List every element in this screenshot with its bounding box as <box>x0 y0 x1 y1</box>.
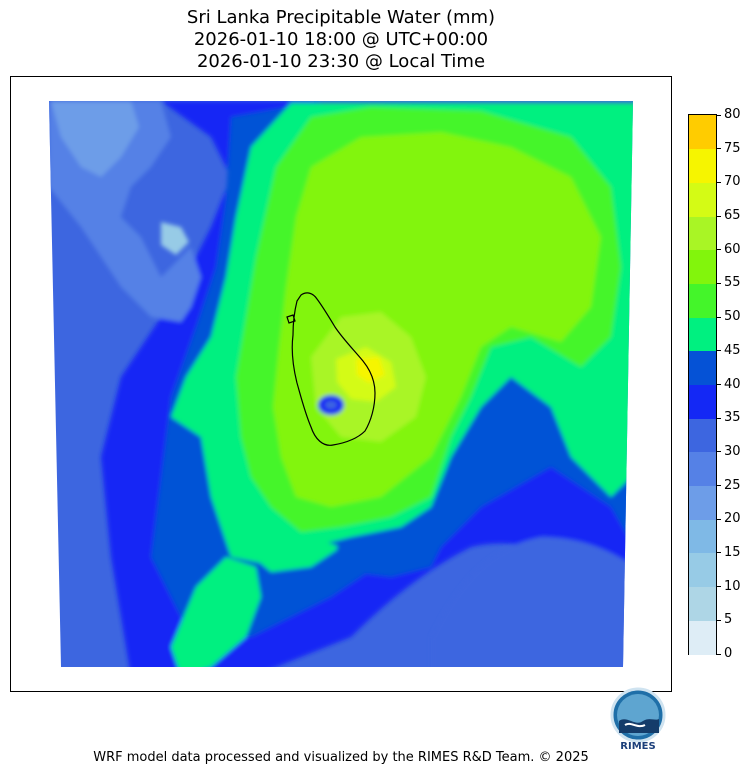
colorbar-tick-label: 45 <box>724 342 741 358</box>
map-frame: RIMES <box>10 76 672 752</box>
colorbar-segment <box>689 182 716 217</box>
colorbar-tick-label: 65 <box>724 208 741 224</box>
footer-credit: WRF model data processed and visualized … <box>93 750 589 765</box>
colorbar-tick <box>716 451 721 453</box>
colorbar-segment <box>689 485 716 520</box>
colorbar-segment <box>689 283 716 318</box>
colorbar-tick-label: 75 <box>724 140 741 156</box>
map-title-utc-time: 2026-01-10 18:00 @ UTC+00:00 <box>193 29 489 50</box>
pw-field-45-50-south <box>171 557 261 667</box>
colorbar-segment <box>689 249 716 284</box>
colorbar-tick-label: 35 <box>724 410 741 426</box>
colorbar-tick <box>716 316 721 318</box>
colorbar-segment <box>689 620 716 655</box>
colorbar-segment <box>689 384 716 419</box>
colorbar-tick-label: 60 <box>724 241 741 257</box>
colorbar-tick-label: 20 <box>724 511 741 527</box>
pw-field-20-25-india <box>51 101 139 177</box>
rimes-logo-text: RIMES <box>620 741 656 752</box>
colorbar-tick <box>716 619 721 621</box>
colorbar-tick <box>716 181 721 183</box>
colorbar-tick <box>716 148 721 150</box>
colorbar-segment <box>689 451 716 487</box>
colorbar-tick-label: 10 <box>724 578 741 594</box>
colorbar-segment <box>689 216 716 251</box>
colorbar-tick <box>716 653 721 655</box>
colorbar-segment <box>689 418 716 453</box>
colorbar <box>688 114 717 655</box>
colorbar-tick-label: 5 <box>724 612 733 628</box>
colorbar-tick <box>716 518 721 520</box>
rimes-logo-icon <box>610 687 666 743</box>
colorbar-segment <box>689 552 716 588</box>
colorbar-tick <box>716 215 721 217</box>
sri-lanka-coastline <box>286 292 376 446</box>
colorbar-segment <box>689 115 716 150</box>
map-title-variable: Sri Lanka Precipitable Water (mm) <box>186 7 496 28</box>
colorbar-tick <box>716 249 721 251</box>
colorbar-tick-label: 40 <box>724 376 741 392</box>
colorbar-segment <box>689 148 716 183</box>
colorbar-tick <box>716 350 721 352</box>
colorbar-tick-label: 25 <box>724 477 741 493</box>
colorbar-tick-label: 50 <box>724 309 741 325</box>
colorbar-tick <box>716 417 721 419</box>
pw-field-30-35-southeast <box>431 537 633 667</box>
colorbar-tick-label: 70 <box>724 174 741 190</box>
colorbar-tick <box>716 114 721 116</box>
colorbar-tick-label: 80 <box>724 107 741 122</box>
colorbar-tick-label: 55 <box>724 275 741 291</box>
colorbar-tick <box>716 282 721 284</box>
colorbar-tick-label: 0 <box>724 646 733 661</box>
colorbar-tick <box>716 485 721 487</box>
colorbar-tick <box>716 384 721 385</box>
precipitable-water-map <box>49 101 633 667</box>
map-title-local-time: 2026-01-10 23:30 @ Local Time <box>196 51 486 72</box>
colorbar-tick-label: 15 <box>724 544 741 560</box>
colorbar-segment <box>689 519 716 554</box>
colorbar-tick <box>716 552 721 554</box>
colorbar-segment <box>689 317 716 352</box>
colorbar-tick-label: 30 <box>724 443 741 459</box>
colorbar-segment <box>689 586 716 621</box>
rimes-logo: RIMES <box>607 687 669 755</box>
colorbar-tick <box>716 586 721 588</box>
pw-field-70-75 <box>356 357 385 383</box>
colorbar-segment <box>689 350 716 385</box>
